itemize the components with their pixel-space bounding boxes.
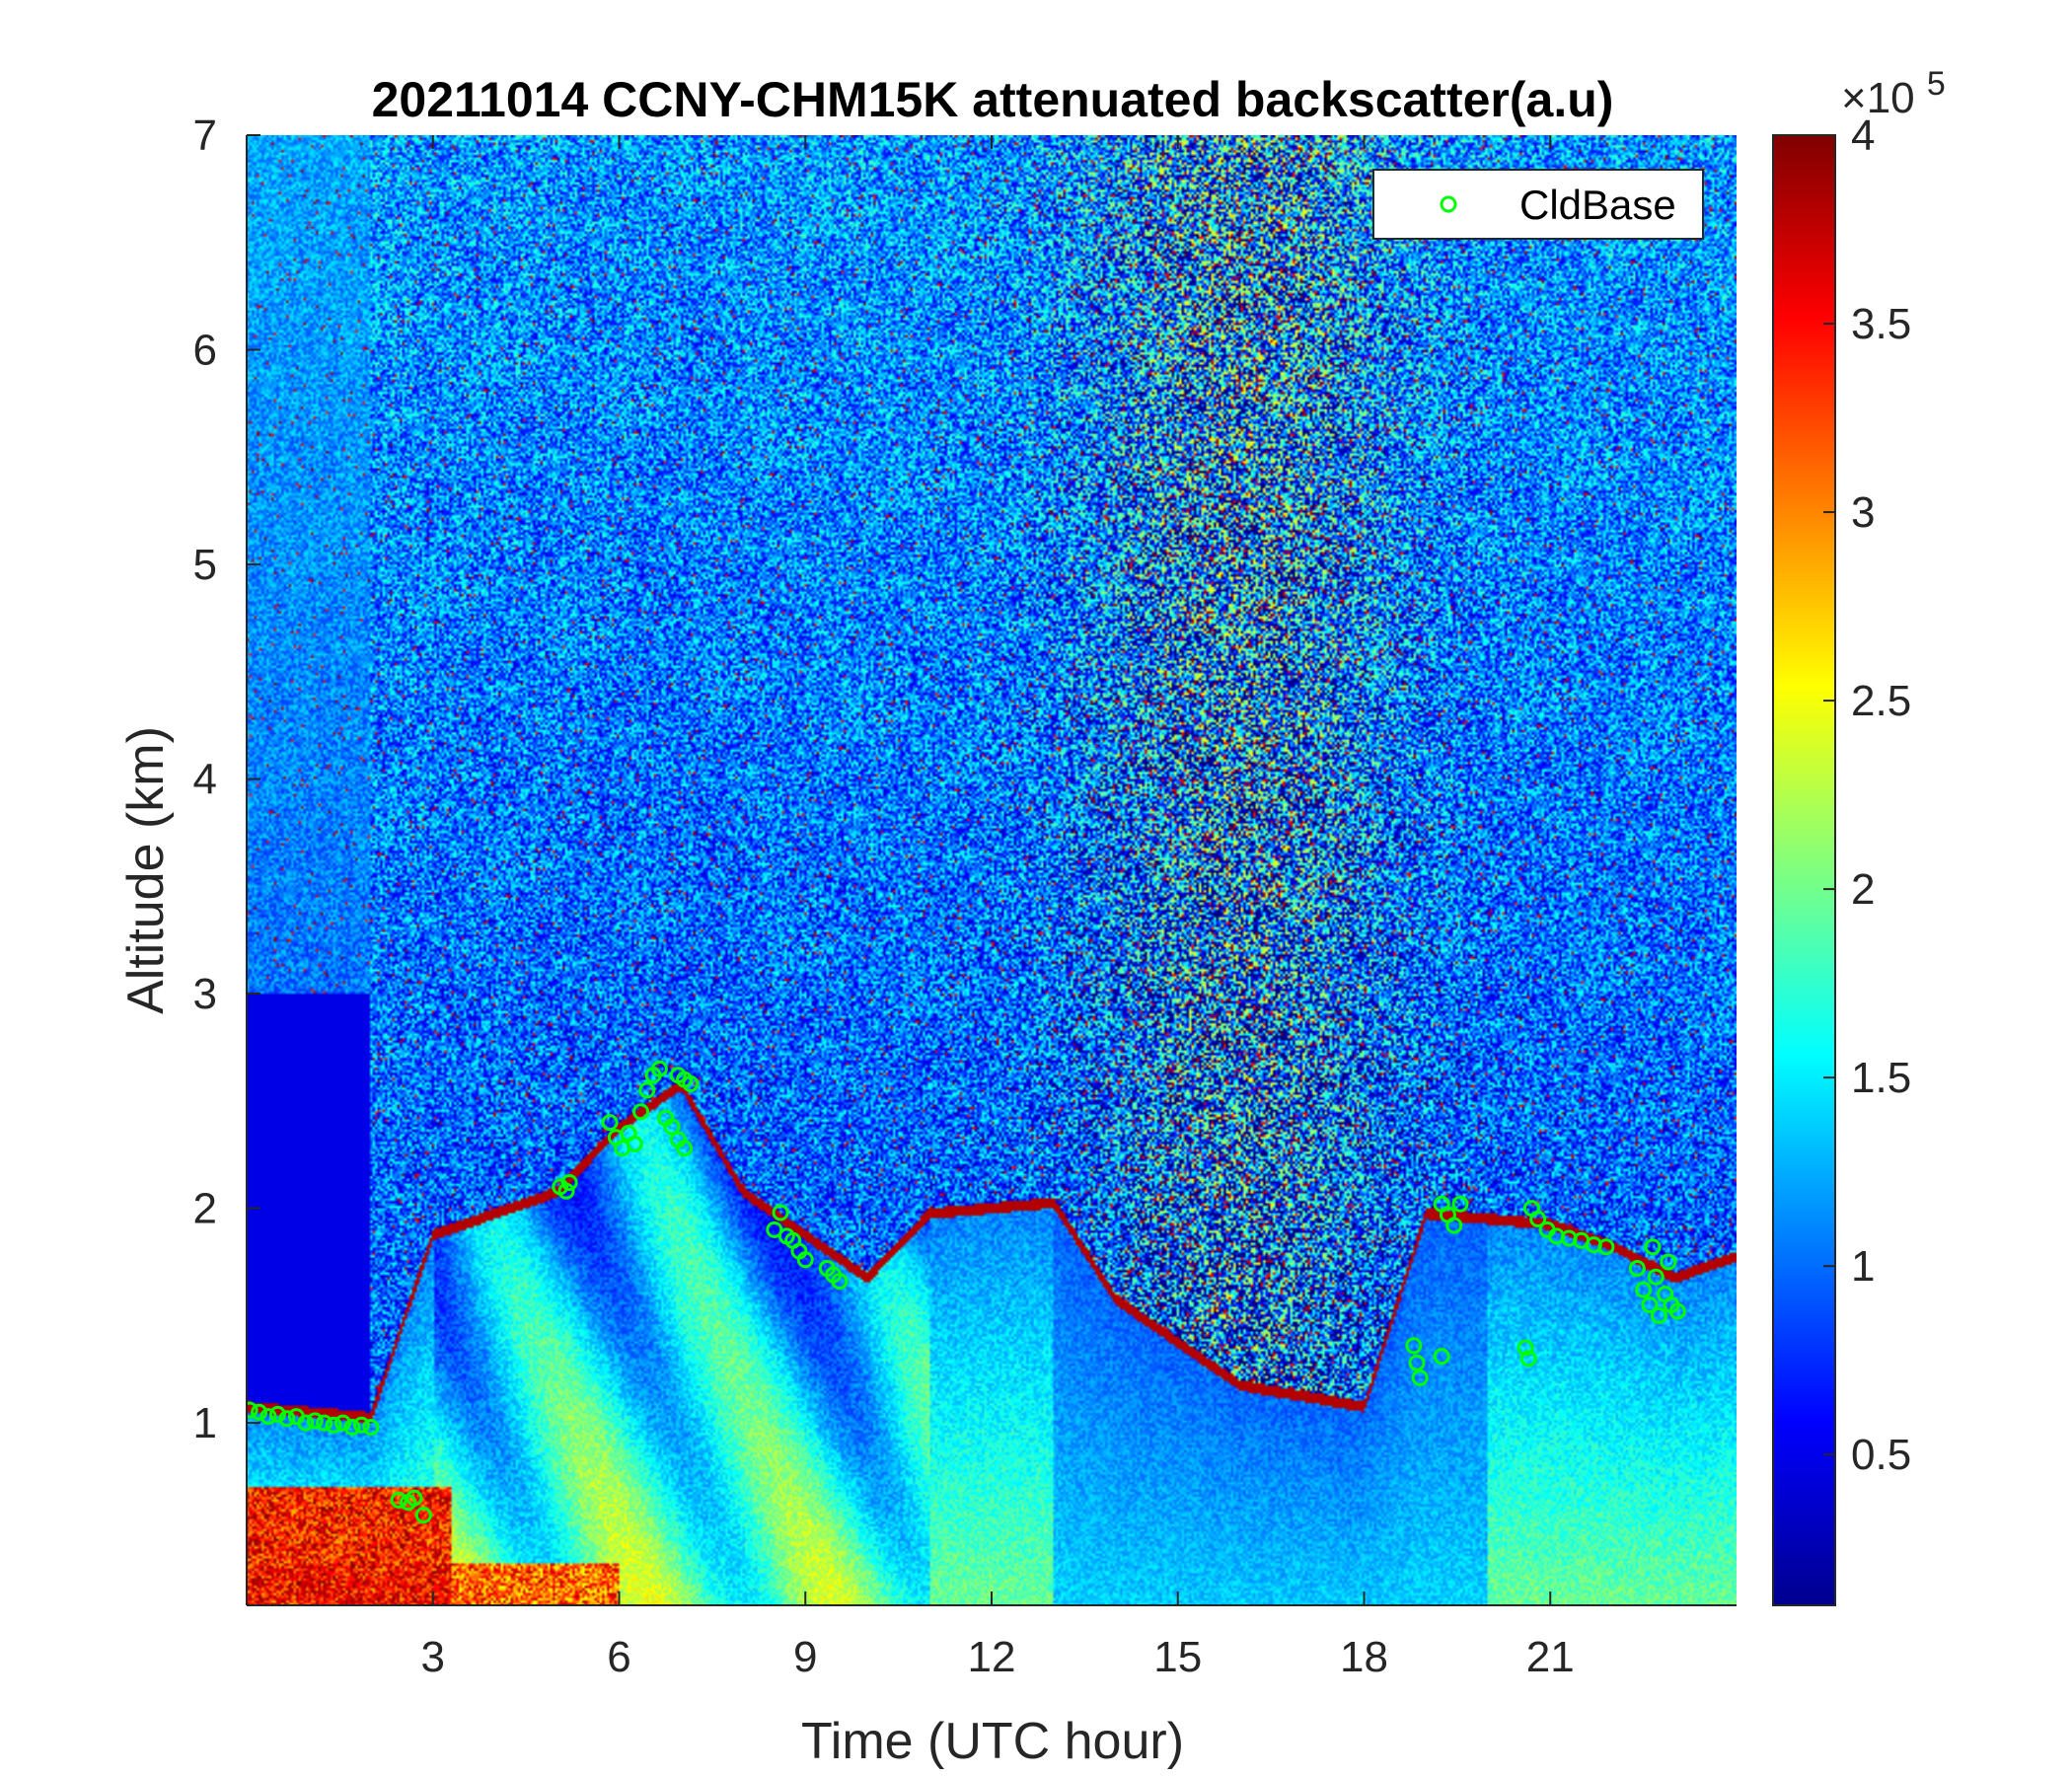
- cloud-base-point: [1519, 1350, 1537, 1368]
- y-tick-label: 7: [193, 111, 217, 160]
- y-tick-label: 1: [193, 1399, 217, 1447]
- colorbar-tick-label: 4: [1851, 111, 1875, 160]
- cloud-base-point: [601, 1114, 619, 1132]
- cloud-base-point: [650, 1060, 668, 1077]
- y-tick-label: 6: [193, 327, 217, 375]
- cloud-base-point: [247, 1401, 259, 1419]
- cloud-base-series: [247, 1060, 1686, 1524]
- cloud-base-point: [297, 1414, 315, 1432]
- cloud-base-point: [796, 1251, 814, 1269]
- cloud-base-point: [1647, 1268, 1665, 1286]
- colorbar-multiplier: ×10 5: [1841, 65, 1946, 122]
- cloud-base-point: [343, 1418, 361, 1436]
- cloud-base-point: [626, 1135, 643, 1152]
- cloud-base-point: [1660, 1253, 1677, 1271]
- colorbar-tick-label: 2: [1851, 865, 1875, 914]
- colorbar-tick-label: 1.5: [1851, 1054, 1911, 1102]
- y-tick-label: 4: [193, 756, 217, 804]
- legend: CldBase: [1372, 169, 1704, 240]
- cloud-base-point: [268, 1405, 286, 1423]
- cloud-base-point: [1668, 1302, 1686, 1320]
- cloud-base-point: [325, 1416, 342, 1434]
- cloud-base-point: [663, 1118, 681, 1136]
- cloud-base-point: [334, 1414, 352, 1432]
- cloud-base-point: [560, 1173, 578, 1191]
- cloud-base-point: [1445, 1217, 1463, 1234]
- x-tick-label: 6: [607, 1633, 630, 1681]
- colorbar-gradient: [1773, 135, 1835, 1605]
- cloud-base-point: [1405, 1337, 1423, 1355]
- colorbar-tick-label: 3: [1851, 488, 1875, 537]
- cloud-base-point: [278, 1410, 296, 1428]
- cloud-base-point: [766, 1221, 783, 1238]
- cloud-base-point: [362, 1418, 380, 1436]
- y-tick-label: 5: [193, 541, 217, 589]
- x-tick-label: 12: [968, 1633, 1016, 1681]
- x-tick-label: 9: [793, 1633, 817, 1681]
- cloud-base-point: [1644, 1238, 1662, 1256]
- plot-area: [247, 135, 1737, 1605]
- colorbar-multiplier-exponent: 5: [1927, 65, 1946, 103]
- colorbar-tick-label: 1: [1851, 1242, 1875, 1291]
- cloud-base-point: [352, 1416, 370, 1434]
- legend-box: [1372, 169, 1704, 240]
- cloud-base-point: [390, 1491, 407, 1509]
- cloud-base-point: [557, 1182, 575, 1200]
- cloud-base-point: [1517, 1339, 1534, 1357]
- cloud-base-point: [414, 1507, 432, 1524]
- cloud-base-point: [831, 1273, 849, 1291]
- colorbar-tick-label: 0.5: [1851, 1431, 1911, 1479]
- cloud-base-point: [316, 1414, 333, 1432]
- cloud-base-point: [772, 1204, 789, 1221]
- legend-entry-cldbase: CldBase: [1519, 182, 1676, 228]
- cloud-base-point: [259, 1408, 277, 1426]
- x-tick-label: 18: [1340, 1633, 1388, 1681]
- y-tick-label: 2: [193, 1185, 217, 1233]
- cloud-base-point: [306, 1412, 324, 1430]
- backscatter-heatmap: [247, 135, 1737, 1605]
- cloud-base-point: [1641, 1295, 1659, 1313]
- cloud-base-point: [1529, 1210, 1547, 1227]
- cloud-base-point: [1635, 1281, 1653, 1298]
- y-tick-label: 3: [193, 970, 217, 1018]
- colorbar-multiplier-base: ×10: [1841, 74, 1915, 122]
- cloud-base-point: [251, 1403, 268, 1421]
- cloud-base-point: [638, 1081, 656, 1099]
- colorbar-frame: [1772, 134, 1836, 1606]
- cloud-base-point: [682, 1074, 700, 1092]
- cloud-base-point: [676, 1140, 694, 1157]
- cloud-base-point: [1408, 1354, 1426, 1371]
- colorbar-tick-label: 2.5: [1851, 677, 1911, 725]
- x-tick-label: 15: [1153, 1633, 1202, 1681]
- x-tick-label: 21: [1526, 1633, 1575, 1681]
- y-axis-label: Altitude (km): [117, 726, 175, 1014]
- x-axis-label: Time (UTC hour): [801, 1713, 1184, 1770]
- cloud-base-point: [1451, 1195, 1469, 1213]
- colorbar: 0.5 1 1.5 2 2.5 3 3.5 4 ×10 5: [1772, 65, 1946, 1606]
- x-tick-label: 3: [421, 1633, 445, 1681]
- colorbar-tick-label: 3.5: [1851, 300, 1911, 348]
- cloud-base-point: [1628, 1259, 1646, 1277]
- cloud-base-point: [406, 1489, 423, 1507]
- cloud-base-point: [1433, 1348, 1450, 1366]
- cloud-base-point: [1597, 1238, 1615, 1256]
- legend-marker-icon: [1440, 195, 1457, 213]
- cloud-base-point: [1650, 1306, 1667, 1324]
- cloud-base-point: [1411, 1369, 1429, 1386]
- cloud-base-point: [632, 1103, 650, 1121]
- chart-title: 20211014 CCNY-CHM15K attenuated backscat…: [372, 72, 1614, 127]
